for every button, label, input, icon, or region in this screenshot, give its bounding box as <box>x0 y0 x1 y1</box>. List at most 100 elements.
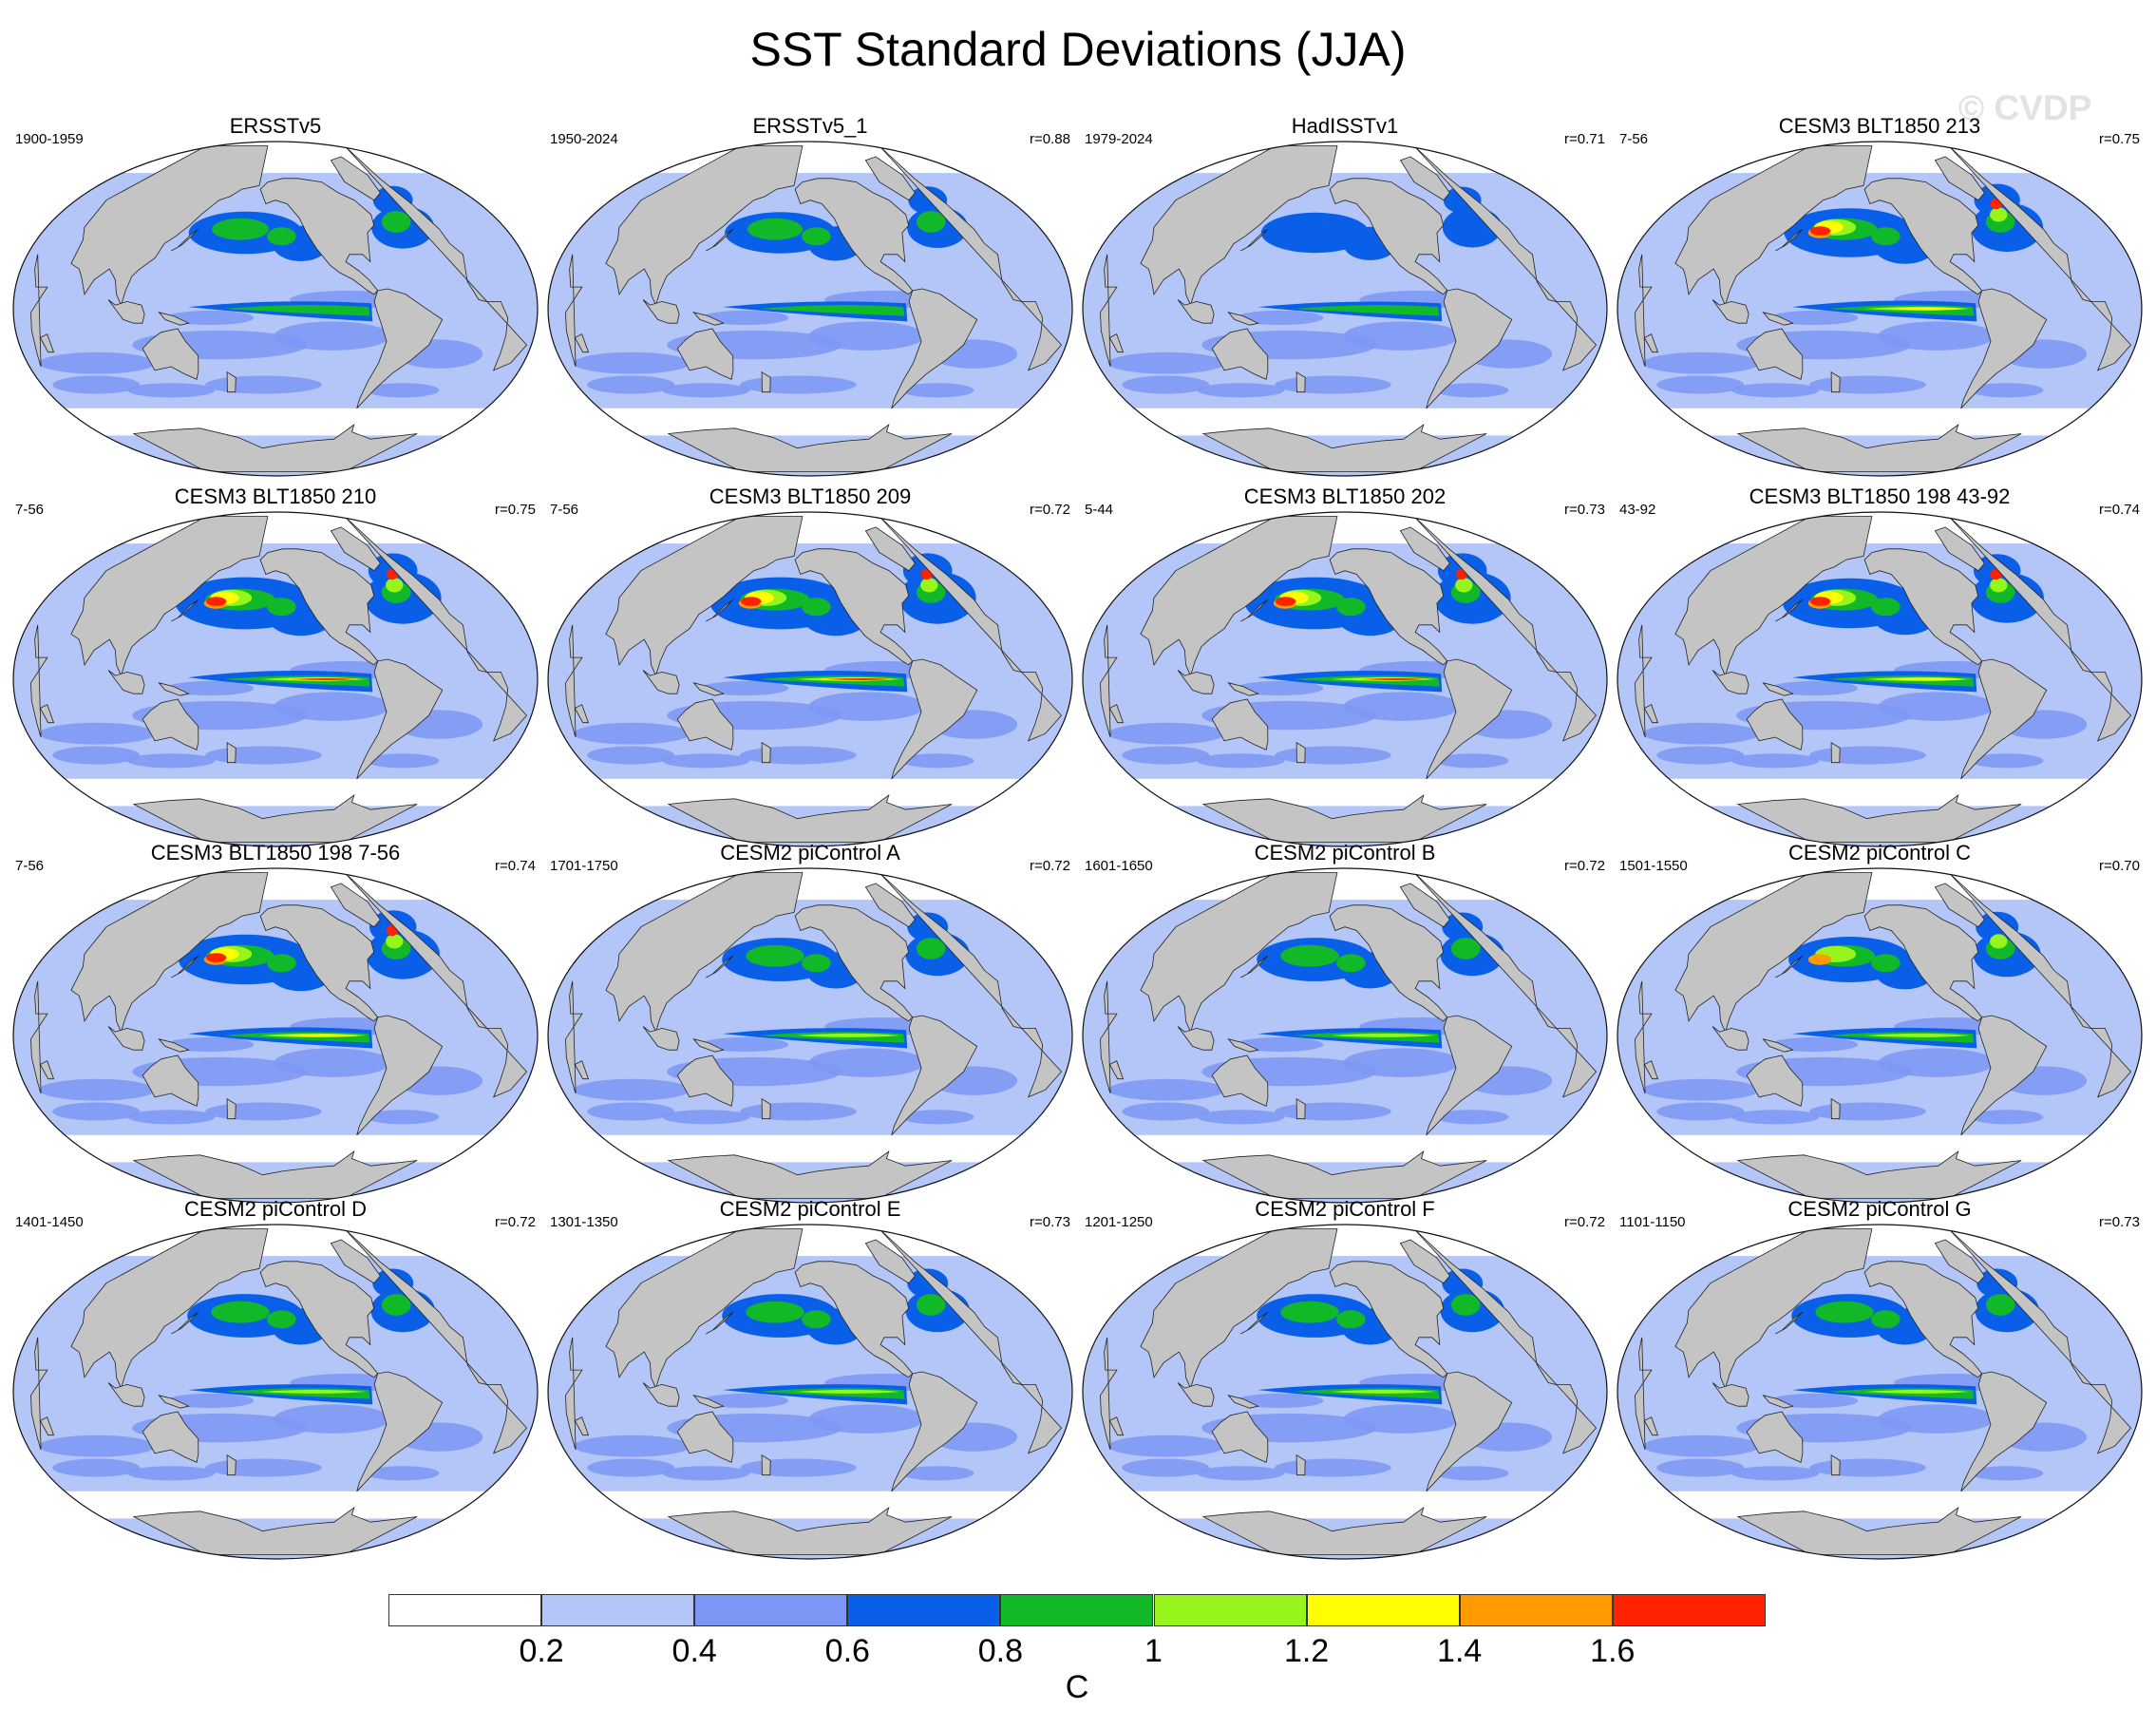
panel-correlation: r=0.71 <box>1564 131 1605 147</box>
panel-correlation: r=0.70 <box>2099 858 2140 874</box>
map-panel: CESM3 BLT1850 202 5-44 r=0.73 <box>1079 484 1611 864</box>
colorbar-tick-label: 0.6 <box>824 1633 870 1669</box>
colorbar-tick-label: 0.4 <box>671 1633 717 1669</box>
panel-title: CESM2 piControl G <box>1787 1197 1972 1221</box>
cvdp-watermark: © CVDP <box>1958 88 2092 127</box>
sst-std-map <box>12 1224 539 1560</box>
panel-period: 1201-1250 <box>1085 1214 1153 1230</box>
map-panel: ERSSTv5 1900-1959 <box>9 114 541 494</box>
panel-period: 43-92 <box>1619 502 1656 518</box>
panel-period: 1401-1450 <box>15 1214 84 1230</box>
colorbar-tick-label: 1.4 <box>1437 1633 1483 1669</box>
map-panel: CESM2 piControl G 1101-1150 r=0.73 <box>1614 1197 2146 1577</box>
colorbar-swatch <box>1612 1594 1766 1626</box>
map-panel: CESM2 piControl B 1601-1650 r=0.72 <box>1079 841 1611 1221</box>
sst-std-map <box>1617 511 2143 847</box>
panel-title: ERSSTv5 <box>229 114 322 138</box>
panel-correlation: r=0.73 <box>2099 1214 2140 1230</box>
panel-correlation: r=0.74 <box>2099 502 2140 518</box>
panel-period: 5-44 <box>1085 502 1114 518</box>
sst-std-map <box>12 141 539 477</box>
panel-correlation: r=0.88 <box>1030 131 1070 147</box>
colorbar-swatch <box>1000 1594 1154 1626</box>
panel-correlation: r=0.75 <box>2099 131 2140 147</box>
panel-title: CESM2 piControl B <box>1254 841 1436 864</box>
panel-title: CESM3 BLT1850 198 7-56 <box>150 841 401 864</box>
panel-title: CESM3 BLT1850 210 <box>174 484 377 508</box>
colorbar-swatch <box>694 1594 848 1626</box>
colorbar <box>388 1594 1766 1628</box>
panel-title: CESM2 piControl F <box>1255 1197 1435 1221</box>
map-panel: ERSSTv5_1 1950-2024 r=0.88 <box>544 114 1076 494</box>
colorbar-swatch <box>1306 1594 1460 1626</box>
map-panel: CESM3 BLT1850 210 7-56 r=0.75 <box>9 484 541 864</box>
colorbar-tick-label: 0.2 <box>519 1633 564 1669</box>
panel-correlation: r=0.72 <box>1564 858 1605 874</box>
colorbar-tick-label: 1.6 <box>1590 1633 1636 1669</box>
panel-correlation: r=0.72 <box>495 1214 536 1230</box>
panel-period: 1601-1650 <box>1085 858 1153 874</box>
sst-std-map <box>12 867 539 1204</box>
figure-title: SST Standard Deviations (JJA) <box>749 23 1407 76</box>
map-panel: CESM3 BLT1850 213 7-56 r=0.75 <box>1614 114 2146 494</box>
panel-title: CESM3 BLT1850 202 <box>1243 484 1447 508</box>
panel-title: CESM2 piControl E <box>719 1197 901 1221</box>
panel-correlation: r=0.73 <box>1564 502 1605 518</box>
sst-std-map <box>547 867 1073 1204</box>
colorbar-swatch <box>847 1594 1001 1626</box>
sst-std-map <box>1617 1224 2143 1560</box>
panel-correlation: r=0.74 <box>495 858 536 874</box>
panel-period: 1501-1550 <box>1619 858 1688 874</box>
colorbar-swatch <box>388 1594 542 1626</box>
map-panel: CESM2 piControl E 1301-1350 r=0.73 <box>544 1197 1076 1577</box>
map-panel: CESM2 piControl D 1401-1450 r=0.72 <box>9 1197 541 1577</box>
map-panel: CESM3 BLT1850 198 43-92 43-92 r=0.74 <box>1614 484 2146 864</box>
panel-title: CESM2 piControl D <box>184 1197 367 1221</box>
colorbar-unit: C <box>1065 1669 1089 1705</box>
sst-std-map <box>1082 511 1608 847</box>
panel-correlation: r=0.72 <box>1030 858 1070 874</box>
panel-period: 1301-1350 <box>550 1214 618 1230</box>
panel-title: CESM2 piControl C <box>1788 841 1971 864</box>
panel-correlation: r=0.72 <box>1564 1214 1605 1230</box>
sst-std-map <box>547 141 1073 477</box>
panel-correlation: r=0.75 <box>495 502 536 518</box>
panel-period: 7-56 <box>15 858 45 874</box>
panel-title: CESM3 BLT1850 213 <box>1778 114 1981 138</box>
map-panel: HadISSTv1 1979-2024 r=0.71 <box>1079 114 1611 494</box>
map-panel: CESM2 piControl F 1201-1250 r=0.72 <box>1079 1197 1611 1577</box>
colorbar-swatch <box>1459 1594 1613 1626</box>
panel-title: CESM2 piControl A <box>720 841 900 864</box>
sst-std-map <box>1617 141 2143 477</box>
panel-title: ERSSTv5_1 <box>752 114 868 138</box>
sst-std-map <box>547 1224 1073 1560</box>
colorbar-tick-label: 1.2 <box>1283 1633 1330 1669</box>
panel-title: CESM3 BLT1850 198 43-92 <box>1749 484 2011 508</box>
panel-period: 1701-1750 <box>550 858 618 874</box>
panel-title: HadISSTv1 <box>1291 114 1399 138</box>
map-panel: CESM2 piControl C 1501-1550 r=0.70 <box>1614 841 2146 1221</box>
panel-period: 1900-1959 <box>15 131 84 147</box>
panel-period: 7-56 <box>15 502 45 518</box>
sst-std-map <box>12 511 539 847</box>
sst-std-map <box>1082 141 1608 477</box>
panel-period: 7-56 <box>550 502 579 518</box>
panel-title: CESM3 BLT1850 209 <box>709 484 912 508</box>
map-panel: CESM2 piControl A 1701-1750 r=0.72 <box>544 841 1076 1221</box>
colorbar-tick-label: 1 <box>1144 1633 1163 1669</box>
map-panel: CESM3 BLT1850 209 7-56 r=0.72 <box>544 484 1076 864</box>
colorbar-tick-label: 0.8 <box>977 1633 1024 1669</box>
sst-std-map <box>1617 867 2143 1204</box>
panel-period: 1950-2024 <box>550 131 618 147</box>
panel-period: 1979-2024 <box>1085 131 1153 147</box>
colorbar-swatch <box>541 1594 695 1626</box>
panel-period: 7-56 <box>1619 131 1649 147</box>
sst-std-map <box>1082 867 1608 1204</box>
panel-correlation: r=0.73 <box>1030 1214 1070 1230</box>
colorbar-swatch <box>1153 1594 1307 1626</box>
sst-std-map <box>547 511 1073 847</box>
sst-std-map <box>1082 1224 1608 1560</box>
panel-correlation: r=0.72 <box>1030 502 1070 518</box>
map-panel: CESM3 BLT1850 198 7-56 7-56 r=0.74 <box>9 841 541 1221</box>
panel-period: 1101-1150 <box>1619 1214 1686 1230</box>
